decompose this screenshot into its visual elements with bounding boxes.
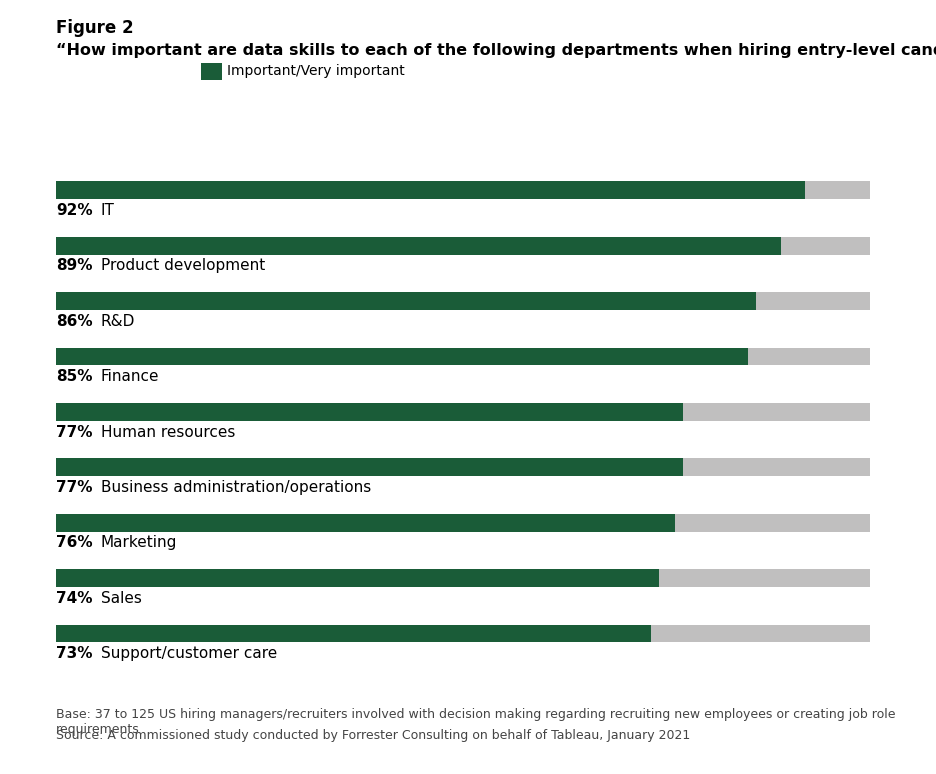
Text: 77%: 77% (56, 480, 93, 495)
Text: Figure 2: Figure 2 (56, 19, 134, 37)
Bar (56, 292, 870, 310)
Text: 77%: 77% (56, 425, 93, 440)
Bar (56, 403, 870, 421)
Text: Important/Very important: Important/Very important (227, 64, 404, 78)
Bar (56, 348, 749, 365)
Bar (56, 237, 870, 255)
Bar (56, 458, 870, 476)
Text: Finance: Finance (101, 369, 159, 384)
Bar (56, 625, 651, 642)
Bar (56, 514, 870, 532)
Text: Product development: Product development (101, 259, 265, 273)
Text: 73%: 73% (56, 646, 93, 661)
Text: 92%: 92% (56, 203, 93, 218)
Bar (56, 181, 805, 199)
Bar (56, 514, 675, 532)
Bar (56, 403, 683, 421)
Text: Business administration/operations: Business administration/operations (101, 480, 372, 495)
Bar (56, 292, 756, 310)
Text: Support/customer care: Support/customer care (101, 646, 277, 661)
Bar (56, 348, 870, 365)
Text: Source: A commissioned study conducted by Forrester Consulting on behalf of Tabl: Source: A commissioned study conducted b… (56, 729, 691, 742)
Text: 86%: 86% (56, 313, 93, 329)
Text: IT: IT (101, 203, 115, 218)
Bar (56, 625, 870, 642)
Text: R&D: R&D (101, 313, 136, 329)
Text: “How important are data skills to each of the following departments when hiring : “How important are data skills to each o… (56, 43, 936, 57)
Bar (56, 458, 683, 476)
Text: Marketing: Marketing (101, 536, 177, 550)
Bar (56, 237, 781, 255)
Bar (56, 181, 870, 199)
Text: 89%: 89% (56, 259, 93, 273)
Text: Human resources: Human resources (101, 425, 235, 440)
Text: Sales: Sales (101, 591, 142, 606)
Text: Base: 37 to 125 US hiring managers/recruiters involved with decision making rega: Base: 37 to 125 US hiring managers/recru… (56, 708, 896, 736)
Text: 74%: 74% (56, 591, 93, 606)
Bar (56, 569, 659, 587)
Bar (56, 569, 870, 587)
Text: 76%: 76% (56, 536, 93, 550)
Text: 85%: 85% (56, 369, 93, 384)
